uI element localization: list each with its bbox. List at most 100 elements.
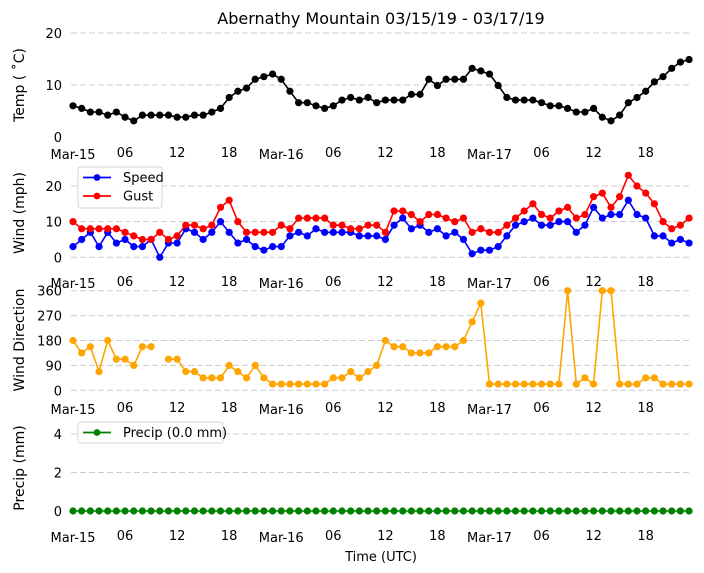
data-point xyxy=(242,235,251,244)
data-point xyxy=(442,214,450,222)
data-point xyxy=(633,210,641,219)
legend-marker xyxy=(93,174,101,181)
data-point xyxy=(329,374,337,382)
legend-label: Gust xyxy=(123,190,153,205)
x-tick-label: 06 xyxy=(117,275,134,290)
data-point xyxy=(225,196,233,204)
y-tick-label: 20 xyxy=(45,180,62,195)
data-point xyxy=(373,99,381,107)
x-tick-label: Mar-16 xyxy=(259,277,304,292)
data-point xyxy=(529,380,537,388)
data-point xyxy=(95,243,103,251)
y-axis-label: Temp ( ˚C) xyxy=(11,48,28,123)
data-point xyxy=(642,374,650,382)
data-point xyxy=(494,228,502,236)
y-tick-label: 270 xyxy=(37,310,62,325)
x-tick-label: 18 xyxy=(637,529,654,544)
data-point xyxy=(156,228,164,236)
data-point xyxy=(373,221,381,229)
data-point xyxy=(494,243,502,251)
data-point xyxy=(182,507,190,515)
x-tick-label: Mar-16 xyxy=(259,148,304,163)
data-point xyxy=(468,250,476,258)
data-point xyxy=(485,507,494,515)
data-point xyxy=(329,102,337,110)
data-point xyxy=(546,102,554,110)
data-point xyxy=(581,108,589,116)
data-point xyxy=(433,343,442,351)
x-tick-label: Mar-17 xyxy=(467,277,512,292)
data-point xyxy=(555,380,563,388)
data-point xyxy=(451,343,459,351)
x-tick-label: Mar-17 xyxy=(467,531,512,546)
data-point xyxy=(138,343,147,351)
data-point xyxy=(86,108,94,116)
data-point xyxy=(112,355,120,363)
data-point xyxy=(685,239,693,247)
data-point xyxy=(147,507,155,515)
data-point xyxy=(234,218,242,226)
data-point xyxy=(624,507,632,515)
data-point xyxy=(572,228,580,236)
x-tick-label: 18 xyxy=(637,275,654,290)
data-point xyxy=(312,102,320,110)
data-point xyxy=(156,507,164,515)
data-point xyxy=(616,380,624,388)
x-tick-label: 06 xyxy=(533,146,550,161)
legend-marker xyxy=(93,192,101,200)
data-point xyxy=(338,221,346,229)
legend-box xyxy=(77,421,224,444)
data-point xyxy=(624,99,632,107)
data-point xyxy=(598,189,606,197)
data-point xyxy=(251,361,259,369)
data-point xyxy=(364,93,372,102)
data-point xyxy=(95,368,103,376)
data-point xyxy=(468,318,476,326)
data-point xyxy=(347,93,355,102)
data-point xyxy=(260,507,268,515)
data-point xyxy=(173,355,181,363)
data-point xyxy=(355,507,363,515)
data-point xyxy=(112,507,120,515)
data-point xyxy=(295,228,303,236)
data-point xyxy=(425,210,433,219)
x-tick-label: 12 xyxy=(169,275,186,290)
x-tick-label: 06 xyxy=(533,401,550,416)
data-point xyxy=(529,96,537,104)
data-point xyxy=(624,196,632,204)
data-point xyxy=(234,368,242,376)
data-point xyxy=(633,380,641,388)
data-point xyxy=(190,111,199,119)
data-point xyxy=(173,239,181,247)
data-point xyxy=(268,243,277,251)
data-point xyxy=(78,507,86,515)
data-point xyxy=(503,93,511,102)
data-point xyxy=(242,228,251,236)
data-point xyxy=(373,361,381,369)
data-point xyxy=(529,200,537,208)
data-point xyxy=(164,355,173,363)
data-point xyxy=(164,235,173,244)
panel-temp: 0 10 20 Temp ( ˚C) Mar-15 06 12 18 Mar-16 06 12 18 M… xyxy=(11,27,693,163)
data-point xyxy=(494,81,502,90)
x-tick-label: 12 xyxy=(585,146,602,161)
data-point xyxy=(685,380,693,388)
x-tick-label: 12 xyxy=(377,146,394,161)
data-point xyxy=(251,228,259,236)
data-point xyxy=(520,207,528,215)
data-point xyxy=(425,349,433,357)
data-point xyxy=(537,210,546,219)
y-tick-label: 10 xyxy=(45,79,62,94)
data-point xyxy=(581,507,589,515)
data-point xyxy=(590,203,598,211)
data-point xyxy=(494,507,502,515)
data-point xyxy=(364,507,372,515)
data-point xyxy=(520,218,528,226)
data-point xyxy=(668,239,676,247)
data-point xyxy=(451,75,459,83)
y-tick-label: 0 xyxy=(54,384,62,399)
data-point xyxy=(156,253,164,261)
data-point xyxy=(347,507,355,515)
data-point xyxy=(607,203,615,211)
data-point xyxy=(130,117,138,125)
